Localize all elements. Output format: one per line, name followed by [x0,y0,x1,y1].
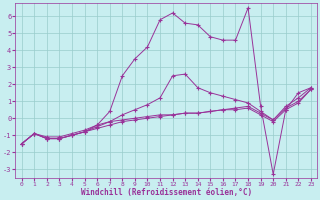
X-axis label: Windchill (Refroidissement éolien,°C): Windchill (Refroidissement éolien,°C) [81,188,252,197]
